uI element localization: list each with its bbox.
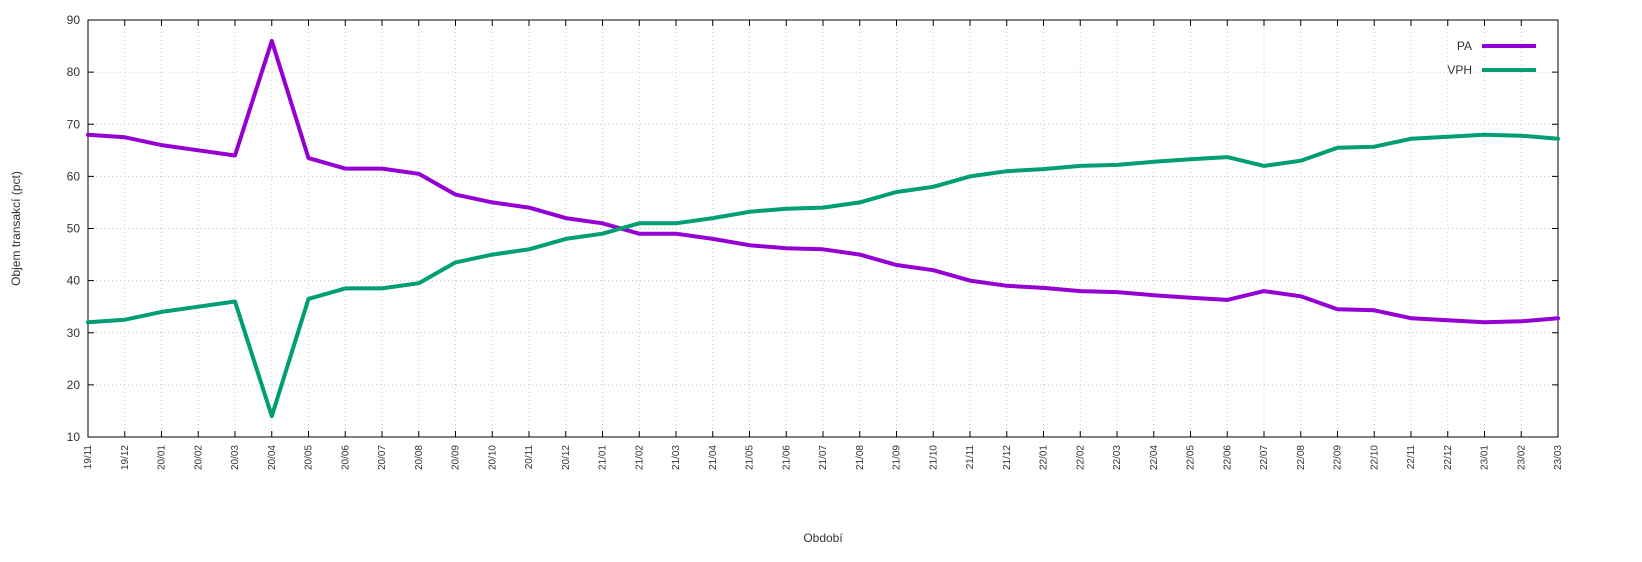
x-tick-label: 22/03 — [1112, 445, 1123, 470]
x-tick-label: 21/11 — [965, 445, 976, 470]
x-tick-label: 21/02 — [634, 445, 645, 470]
x-tick-label: 21/12 — [1002, 445, 1013, 470]
series-line-vph — [86, 132, 1560, 419]
x-tick-label: 20/03 — [230, 445, 241, 470]
x-tick-label: 21/08 — [855, 445, 866, 470]
x-tick-label: 21/06 — [781, 445, 792, 470]
x-axis-ticks: 19/11 19/12 20/01 20/02 20/03 20/04 20/05 20/06… — [83, 20, 1564, 470]
x-tick-label: 22/07 — [1259, 445, 1270, 470]
x-tick-label: 22/04 — [1149, 445, 1160, 470]
x-tick-label: 22/08 — [1296, 445, 1307, 470]
x-tick-label: 20/08 — [414, 445, 425, 470]
x-tick-label: 22/06 — [1222, 445, 1233, 470]
series — [86, 38, 1560, 419]
x-tick-label: 22/12 — [1443, 445, 1454, 470]
y-tick-label: 70 — [67, 117, 81, 131]
y-tick-label: 90 — [67, 13, 81, 27]
y-axis-title: Objem transakcí (pct) — [9, 171, 23, 286]
x-tick-label: 22/09 — [1333, 445, 1344, 470]
x-tick-label: 20/10 — [487, 445, 498, 470]
x-tick-label: 20/06 — [340, 445, 351, 470]
series-line-pa — [86, 38, 1560, 325]
legend-label: VPH — [1447, 63, 1472, 77]
x-tick-label: 21/05 — [745, 445, 756, 470]
x-tick-label: 21/04 — [708, 445, 719, 470]
x-tick-label: 20/05 — [304, 445, 315, 470]
x-tick-label: 20/12 — [561, 445, 572, 470]
y-tick-label: 10 — [67, 430, 81, 444]
x-tick-label: 20/11 — [524, 445, 535, 470]
x-tick-label: 20/04 — [267, 445, 278, 470]
y-tick-label: 80 — [67, 65, 81, 79]
x-tick-label: 21/03 — [671, 445, 682, 470]
y-tick-label: 40 — [67, 274, 81, 288]
x-tick-label: 22/11 — [1406, 445, 1417, 470]
x-tick-label: 23/01 — [1480, 445, 1491, 470]
y-tick-label: 50 — [67, 222, 81, 236]
x-tick-label: 21/01 — [598, 445, 609, 470]
x-tick-label: 22/02 — [1075, 445, 1086, 470]
y-tick-label: 60 — [67, 169, 81, 183]
x-tick-label: 19/11 — [83, 445, 94, 470]
x-tick-label: 22/05 — [1186, 445, 1197, 470]
legend: PA VPH — [1447, 39, 1536, 77]
y-tick-label: 30 — [67, 326, 81, 340]
x-tick-label: 20/01 — [157, 445, 168, 470]
x-tick-label: 19/12 — [120, 445, 131, 470]
x-tick-label: 21/07 — [818, 445, 829, 470]
legend-label: PA — [1457, 39, 1472, 53]
x-tick-label: 22/01 — [1039, 445, 1050, 470]
x-tick-label: 20/09 — [451, 445, 462, 470]
y-axis-ticks: 10 20 30 40 50 60 70 80 90 — [67, 13, 1558, 444]
x-tick-label: 21/09 — [892, 445, 903, 470]
y-tick-label: 20 — [67, 378, 81, 392]
x-axis-title: Období — [803, 531, 843, 545]
x-tick-label: 21/10 — [928, 445, 939, 470]
x-tick-label: 20/07 — [377, 445, 388, 470]
x-tick-label: 23/03 — [1553, 445, 1564, 470]
x-tick-label: 20/02 — [193, 445, 204, 470]
x-tick-label: 23/02 — [1516, 445, 1527, 470]
x-tick-label: 22/10 — [1369, 445, 1380, 470]
grid — [87, 19, 1559, 438]
